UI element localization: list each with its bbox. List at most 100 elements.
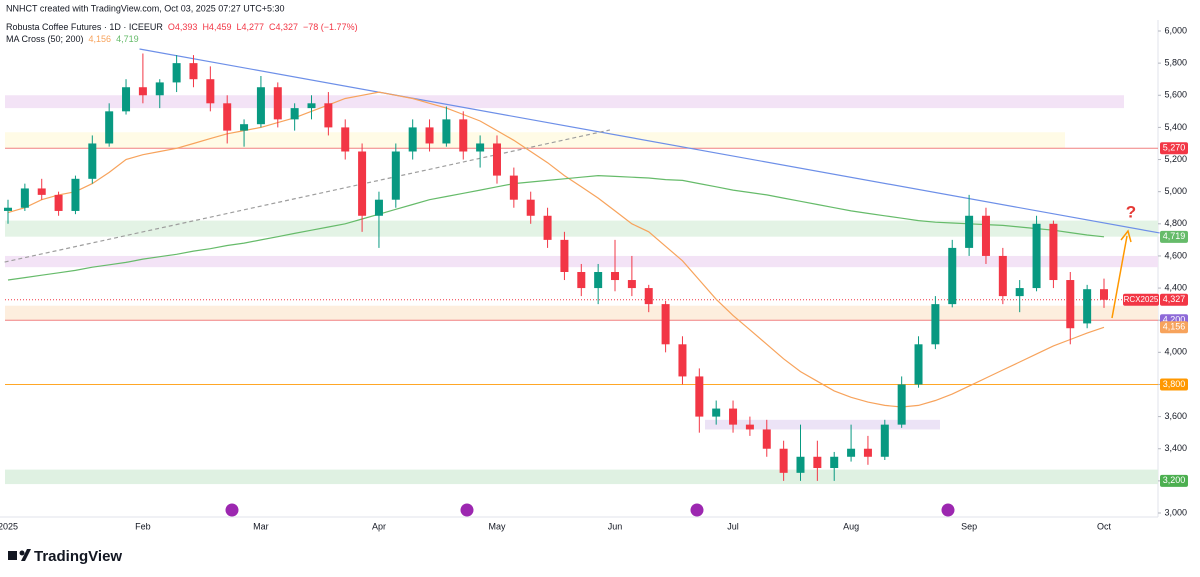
y-tick-label: 3,600 (1164, 411, 1187, 421)
candle-body (729, 408, 738, 425)
candle-body (847, 448, 856, 457)
logo-mark (8, 551, 17, 560)
legend-field: L4,277 (236, 22, 264, 32)
candle-body (442, 119, 451, 144)
candle-body (745, 424, 754, 430)
candle-body (611, 272, 620, 281)
candle-body (425, 127, 434, 144)
moving-average (7, 174, 1105, 281)
candle-body (307, 103, 316, 109)
candle-body (560, 239, 569, 272)
ma-label: 4,156 (1163, 322, 1186, 332)
candle-body (54, 194, 63, 211)
y-tick-label: 3,000 (1164, 507, 1187, 517)
candle-body (981, 215, 990, 256)
x-tick-label: Mar (253, 521, 269, 531)
x-tick-label: Oct (1097, 521, 1112, 531)
candle-body (830, 456, 839, 469)
candle-body (509, 175, 518, 200)
candle-body (4, 207, 12, 211)
y-tick-label: 4,400 (1164, 282, 1187, 292)
zone (705, 419, 940, 430)
symbol-label: RCX2025 (1124, 295, 1159, 304)
candle-body (543, 215, 552, 240)
event-icon (460, 503, 474, 517)
candle-body (644, 288, 653, 305)
trendline (139, 48, 1160, 234)
last-price-box (1160, 293, 1188, 306)
arrow (1111, 235, 1128, 319)
y-tick-label: 5,800 (1164, 58, 1187, 68)
zone (5, 255, 1158, 268)
candle-body (1100, 289, 1108, 300)
candle-body (796, 456, 805, 473)
candle-body (1032, 223, 1041, 289)
candle-body (138, 87, 147, 96)
candle-body (914, 344, 923, 385)
candle-body (37, 188, 46, 195)
x-tick-label: Jul (727, 521, 739, 531)
candle-body (779, 448, 788, 473)
candle-body (1083, 289, 1092, 324)
y-tick-label: 3,400 (1164, 443, 1187, 453)
level-label: 5,270 (1163, 143, 1186, 153)
candle-body (240, 124, 249, 131)
candle-body (391, 151, 400, 200)
candle-body (341, 127, 350, 152)
candle-body (408, 127, 417, 152)
legend-field: O4,393 (168, 22, 198, 32)
candle-body (627, 280, 636, 289)
candle-body (459, 119, 468, 152)
x-tick-label: Aug (843, 521, 859, 531)
candle-body (273, 87, 282, 120)
level-box (1160, 378, 1188, 391)
y-tick-label: 5,400 (1164, 122, 1187, 132)
candle-body (661, 304, 670, 345)
candle-body (712, 408, 721, 417)
x-tick-label: Apr (372, 521, 386, 531)
x-tick-label: May (488, 521, 506, 531)
candle-body (172, 63, 181, 83)
legend-field: −78 (−1.77%) (303, 22, 358, 32)
x-tick-label: Sep (961, 521, 977, 531)
candle-body (290, 108, 299, 120)
level-label: 3,800 (1163, 379, 1186, 389)
header: NNHCT created with TradingView.com, Oct … (6, 3, 285, 13)
event-icons (225, 503, 955, 517)
level-box (1160, 474, 1188, 487)
logo (8, 549, 31, 561)
level-label: 3,200 (1163, 475, 1186, 485)
candle-body (998, 255, 1007, 297)
x-tick-label: Feb (135, 521, 151, 531)
candle-body (594, 272, 603, 289)
candle-body (105, 111, 114, 144)
brand: TradingView (34, 548, 122, 565)
candle-body (762, 429, 771, 449)
candle-body (678, 344, 687, 377)
logo-mark (19, 550, 25, 556)
candle-body (931, 304, 940, 345)
event-icon (225, 503, 239, 517)
ma-label: 4,719 (1163, 231, 1186, 241)
zone (5, 305, 1158, 321)
y-tick-label: 5,200 (1164, 154, 1187, 164)
x-tick-label: Jun (608, 521, 623, 531)
legend-symbol: Robusta Coffee Futures · 1D · ICEEUR O4,3… (6, 22, 358, 32)
zone (5, 469, 1158, 485)
x-tick-label: 2025 (0, 521, 18, 531)
candle-body (223, 103, 232, 131)
candle-body (492, 143, 501, 176)
candle-body (155, 82, 164, 96)
legend-field: 4,156 (89, 34, 112, 44)
annotation: ? (1126, 202, 1136, 221)
candle-body (1049, 223, 1058, 281)
zone (5, 220, 1158, 237)
candle-body (71, 178, 80, 211)
legend-field: Robusta Coffee Futures · 1D · ICEEUR (6, 22, 163, 32)
last-price-label: 4,327 (1163, 294, 1186, 304)
legend-field: C4,327 (269, 22, 298, 32)
zone (5, 95, 1124, 109)
candle-body (206, 79, 215, 104)
candle-body (1066, 280, 1075, 329)
candle-body (324, 103, 333, 128)
